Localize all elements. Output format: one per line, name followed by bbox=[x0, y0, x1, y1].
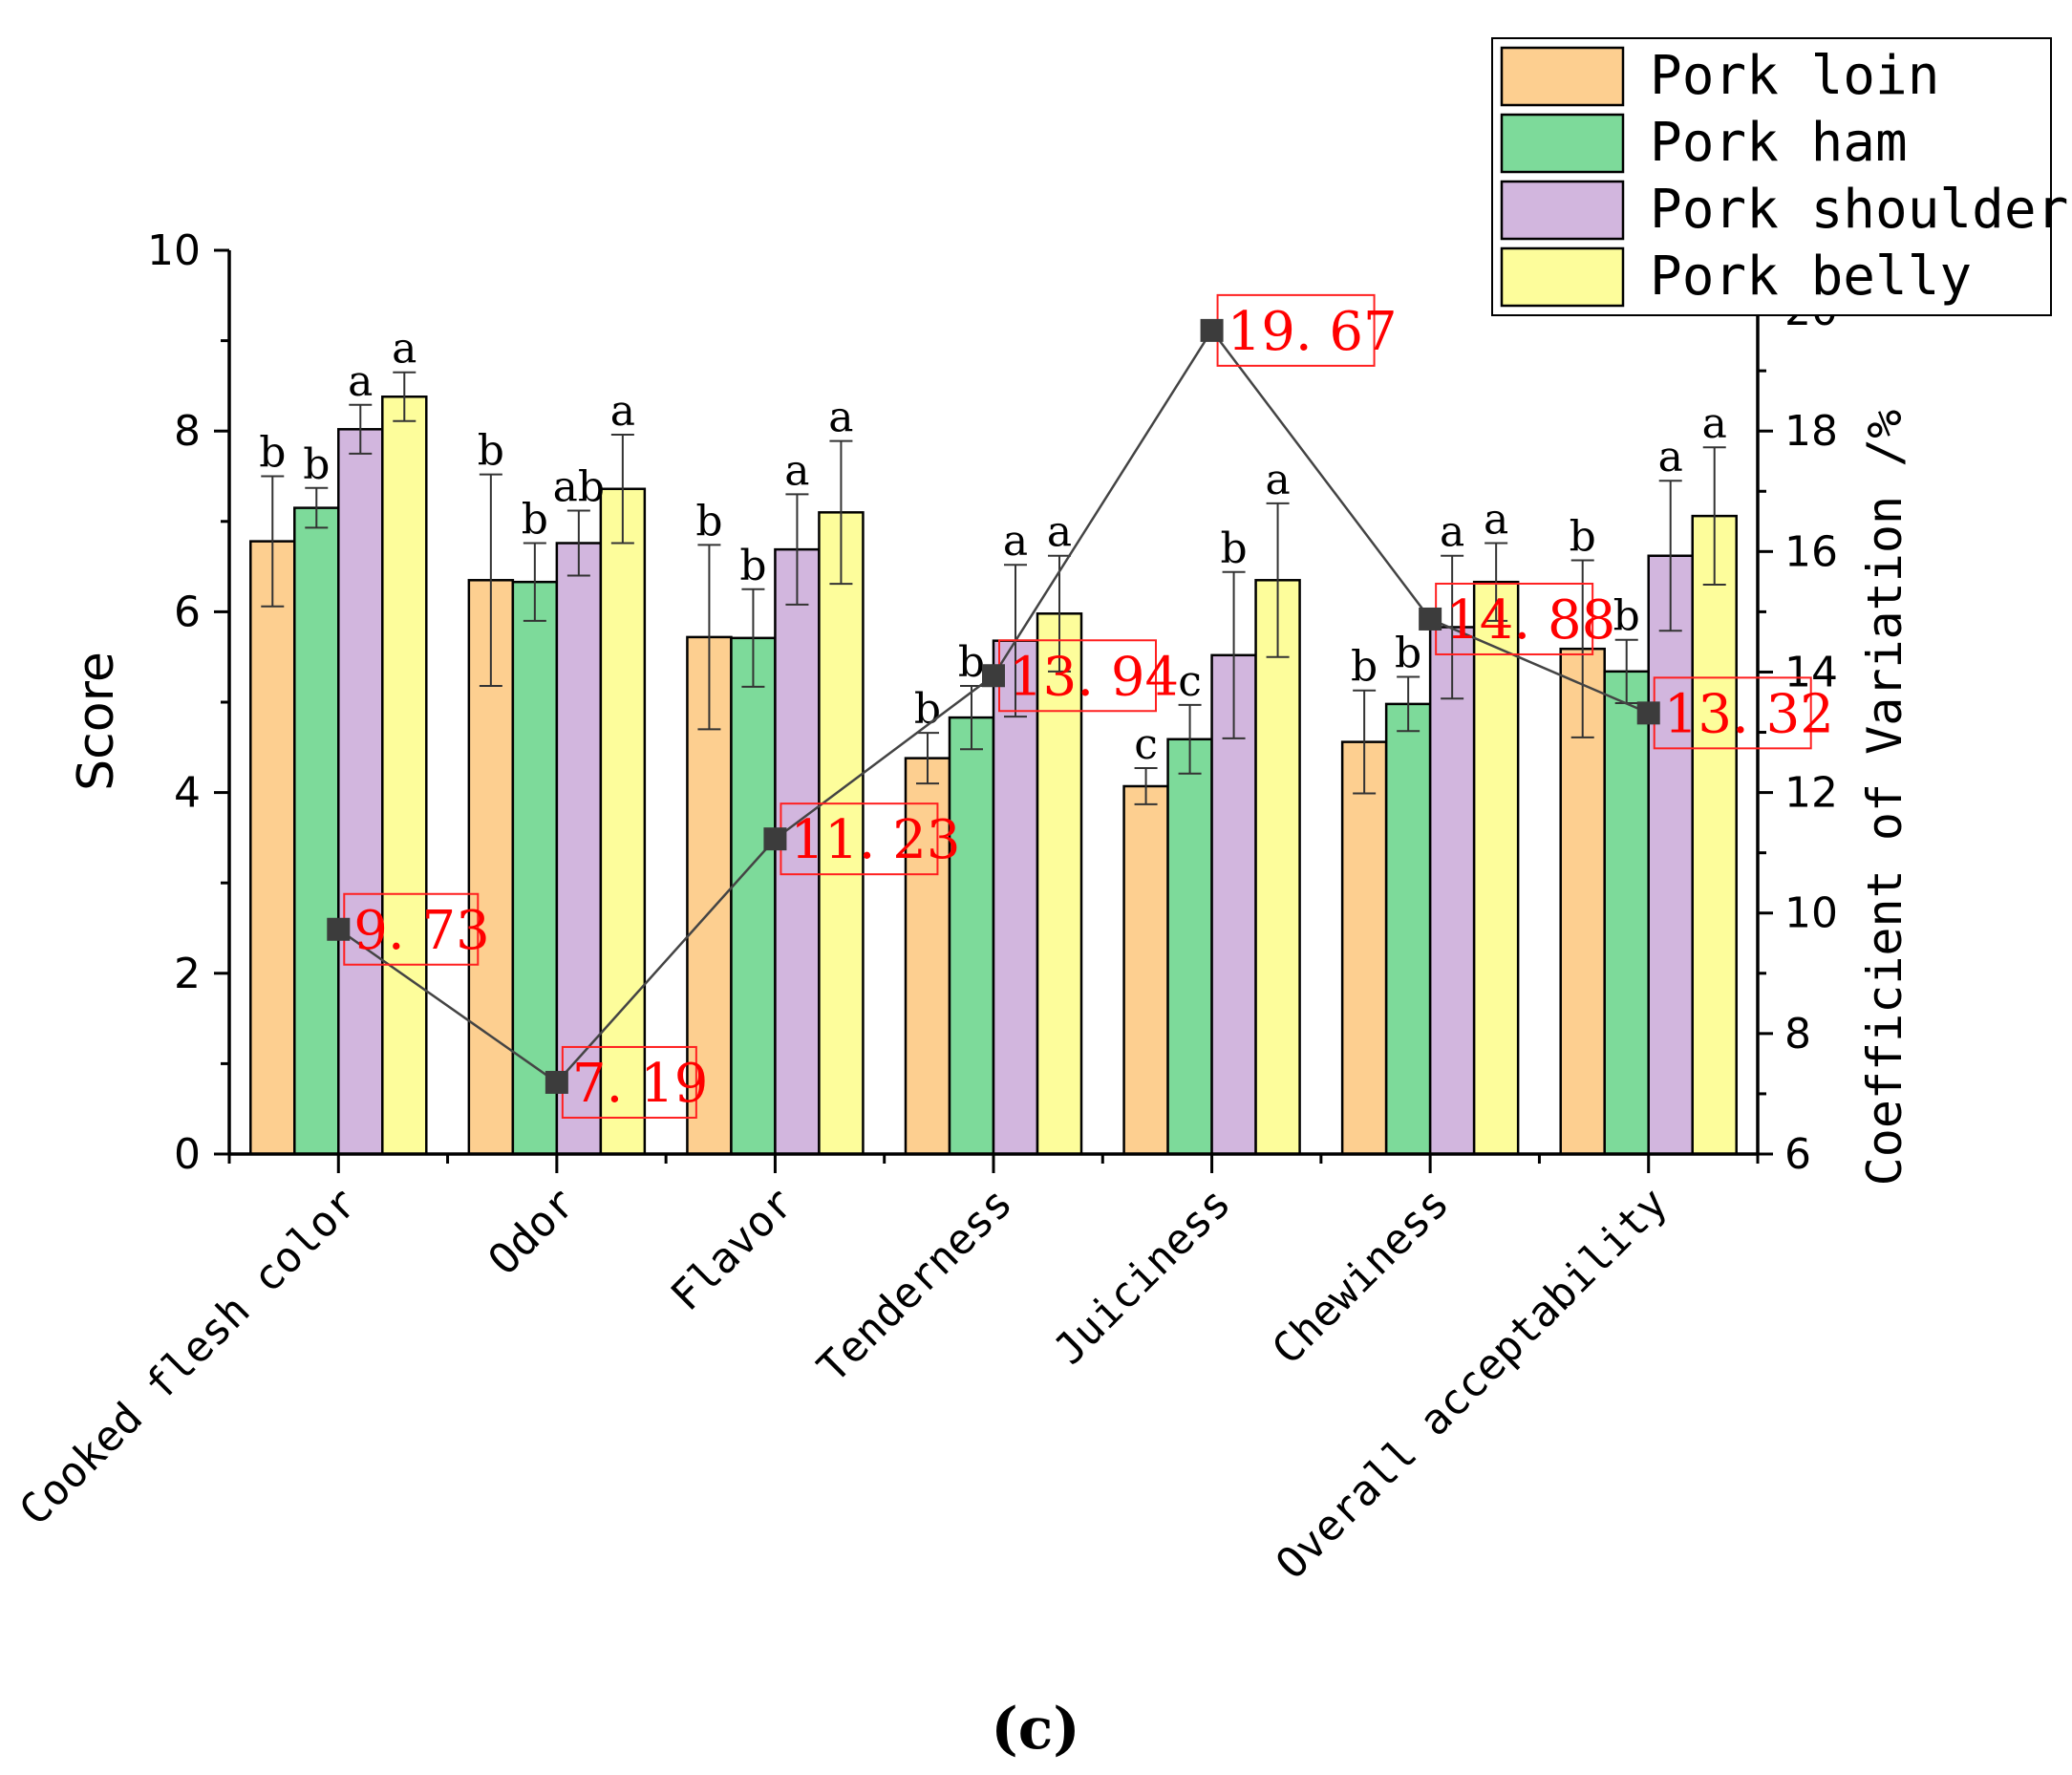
significance-letter-2-6: a bbox=[1658, 433, 1683, 481]
bar-pork-ham-6 bbox=[1603, 670, 1650, 1156]
cv-label-0: 9. 73 bbox=[353, 900, 490, 962]
significance-letter-3-1: a bbox=[610, 387, 635, 436]
bar-pork-ham-5 bbox=[1384, 702, 1432, 1156]
category-label-5: Chewiness bbox=[1263, 1179, 1459, 1375]
cv-point-6 bbox=[1636, 701, 1660, 725]
bar-pork-loin-4 bbox=[1122, 784, 1169, 1156]
bar-pork-loin-0 bbox=[249, 540, 296, 1156]
error-bars-layer bbox=[261, 371, 1726, 805]
bar-pork-belly-1 bbox=[599, 487, 647, 1156]
legend-swatch-3 bbox=[1500, 246, 1625, 308]
significance-letter-1-0: b bbox=[303, 440, 330, 489]
significance-letter-0-4: c bbox=[1134, 720, 1158, 769]
significance-letter-1-2: b bbox=[739, 542, 766, 590]
bar-pork-belly-0 bbox=[381, 396, 428, 1156]
bar-pork-belly-4 bbox=[1254, 579, 1301, 1156]
bar-pork-shoulder-3 bbox=[992, 639, 1039, 1156]
y2-tick-label-6: 18 bbox=[1784, 407, 1838, 456]
y-axis-title: Score bbox=[68, 652, 125, 791]
significance-letter-3-3: a bbox=[1047, 508, 1072, 557]
cv-label-3: 13. 94 bbox=[1009, 646, 1179, 708]
category-label-6: Overall acceptability bbox=[1267, 1179, 1677, 1589]
y-tick-label-4: 8 bbox=[174, 407, 201, 456]
legend-swatch-2 bbox=[1500, 180, 1625, 241]
y-tick-label-5: 10 bbox=[147, 226, 201, 275]
bar-pork-belly-5 bbox=[1472, 580, 1520, 1156]
cv-line-layer: 9. 73 7. 19 11. 23 13. 94 19. 67 14. 88 13. 32 bbox=[327, 293, 1834, 1119]
bar-pork-shoulder-2 bbox=[774, 547, 821, 1156]
y2-axis-title: Coefficient of Variation /% bbox=[1857, 410, 1912, 1187]
y2-tick-label-1: 8 bbox=[1784, 1010, 1811, 1059]
significance-letter-0-1: b bbox=[478, 427, 504, 476]
y-tick-label-0: 0 bbox=[174, 1130, 201, 1179]
significance-letter-1-1: b bbox=[522, 496, 548, 545]
cv-label-2: 11. 23 bbox=[790, 809, 960, 871]
bar-pork-shoulder-6 bbox=[1647, 554, 1694, 1156]
category-label-3: Tenderness bbox=[808, 1179, 1021, 1392]
cv-point-3 bbox=[982, 664, 1005, 688]
significance-letter-1-6: b bbox=[1613, 592, 1640, 641]
y2-tick-label-3: 12 bbox=[1784, 769, 1838, 818]
y-tick-label-1: 2 bbox=[174, 950, 201, 998]
bar-pork-belly-6 bbox=[1691, 514, 1738, 1156]
y2-tick-label-2: 10 bbox=[1784, 889, 1838, 938]
y-tick-label-3: 6 bbox=[174, 588, 201, 636]
cv-label-1: 7. 19 bbox=[572, 1053, 709, 1115]
significance-letter-3-4: a bbox=[1265, 456, 1290, 504]
bar-pork-loin-3 bbox=[904, 757, 951, 1156]
bar-pork-ham-2 bbox=[730, 636, 777, 1156]
significance-letter-1-3: b bbox=[958, 638, 985, 687]
y2-tick-label-5: 16 bbox=[1784, 527, 1838, 576]
significance-letter-3-0: a bbox=[392, 325, 417, 374]
significance-letter-0-6: b bbox=[1570, 512, 1596, 561]
cv-label-5: 14. 88 bbox=[1445, 589, 1615, 652]
category-label-1: Odor bbox=[480, 1179, 586, 1285]
y2-tick-label-0: 6 bbox=[1784, 1130, 1811, 1179]
legend-label-3: Pork belly bbox=[1650, 246, 1972, 308]
legend-swatch-1 bbox=[1500, 113, 1625, 174]
cv-point-2 bbox=[763, 827, 787, 851]
significance-letter-3-2: a bbox=[828, 394, 853, 442]
significance-letter-2-5: a bbox=[1440, 508, 1464, 557]
significance-letter-2-3: a bbox=[1003, 517, 1028, 566]
bar-pork-shoulder-5 bbox=[1428, 626, 1476, 1156]
significance-letter-3-5: a bbox=[1484, 496, 1508, 545]
category-label-4: Juiciness bbox=[1045, 1179, 1241, 1375]
bar-pork-ham-0 bbox=[293, 506, 340, 1156]
significance-letter-0-2: b bbox=[695, 497, 722, 545]
cv-point-4 bbox=[1200, 318, 1224, 342]
cv-point-0 bbox=[327, 917, 351, 941]
category-label-0: Cooked flesh color bbox=[11, 1179, 367, 1535]
legend-label-1: Pork ham bbox=[1650, 112, 1908, 174]
significance-letter-1-5: b bbox=[1395, 630, 1421, 678]
panel-label: (c) bbox=[991, 1696, 1079, 1763]
cv-label-6: 13. 32 bbox=[1664, 683, 1834, 745]
cv-point-5 bbox=[1419, 607, 1442, 631]
significance-letter-2-2: a bbox=[784, 446, 809, 495]
bar-pork-ham-3 bbox=[948, 716, 995, 1156]
bar-pork-loin-5 bbox=[1340, 740, 1388, 1156]
significance-letter-1-4: c bbox=[1178, 657, 1202, 706]
bars-layer bbox=[249, 396, 1738, 1156]
category-label-2: Flavor bbox=[662, 1179, 803, 1320]
bar-pork-shoulder-0 bbox=[337, 428, 384, 1156]
cv-label-4: 19. 67 bbox=[1228, 301, 1398, 363]
cv-point-1 bbox=[545, 1070, 568, 1094]
y-tick-label-2: 4 bbox=[174, 769, 201, 818]
significance-letter-0-5: b bbox=[1351, 643, 1378, 692]
significance-letter-0-3: b bbox=[914, 685, 941, 734]
significance-letter-3-6: a bbox=[1702, 399, 1727, 448]
legend-label-2: Pork shoulder bbox=[1650, 179, 2068, 241]
significance-letter-2-0: a bbox=[348, 357, 373, 406]
significance-letter-2-1: ab bbox=[553, 462, 605, 511]
bar-pork-ham-1 bbox=[511, 580, 559, 1156]
legend-label-0: Pork loin bbox=[1650, 45, 1939, 107]
significance-letter-2-4: b bbox=[1220, 524, 1247, 573]
bar-pork-ham-4 bbox=[1166, 738, 1213, 1156]
legend-swatch-0 bbox=[1500, 46, 1625, 107]
significance-letter-0-0: b bbox=[259, 429, 286, 478]
